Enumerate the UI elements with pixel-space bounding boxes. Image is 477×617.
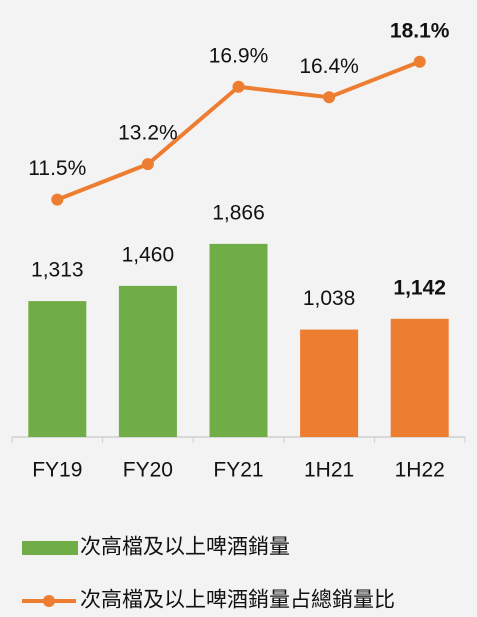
line-value-label: 11.5% [28,157,86,180]
line-point [51,193,64,206]
bar [28,301,87,437]
line-point [232,80,245,93]
bar [390,318,449,437]
x-tick-label: FY21 [213,459,263,482]
x-tick-label: FY20 [123,459,173,482]
legend-swatch [22,541,78,555]
line-value-label: 13.2% [118,122,178,145]
line-value-label: 16.9% [209,44,269,67]
bar [118,285,177,437]
bar-value-label: 1,038 [303,287,356,310]
bar-value-label: 1,866 [212,201,265,224]
legend-swatch-marker [43,595,55,607]
x-tick-label: 1H21 [304,459,354,482]
line-point [141,158,154,171]
legend-label: 次高檔及以上啤酒銷量 [80,536,290,559]
x-tick-label: FY19 [32,459,82,482]
x-tick-label: 1H22 [395,459,445,482]
bar [300,329,359,437]
legend-label: 次高檔及以上啤酒銷量占總銷量比 [80,589,395,612]
bar [209,243,268,437]
bar-value-label: 1,460 [122,243,175,266]
line-value-label: 16.4% [299,55,359,78]
bar-value-label: 1,142 [393,276,446,299]
bar-value-label: 1,313 [31,259,84,282]
line-value-label: 18.1% [390,19,450,42]
line-point [323,91,336,104]
line-point [413,55,426,68]
